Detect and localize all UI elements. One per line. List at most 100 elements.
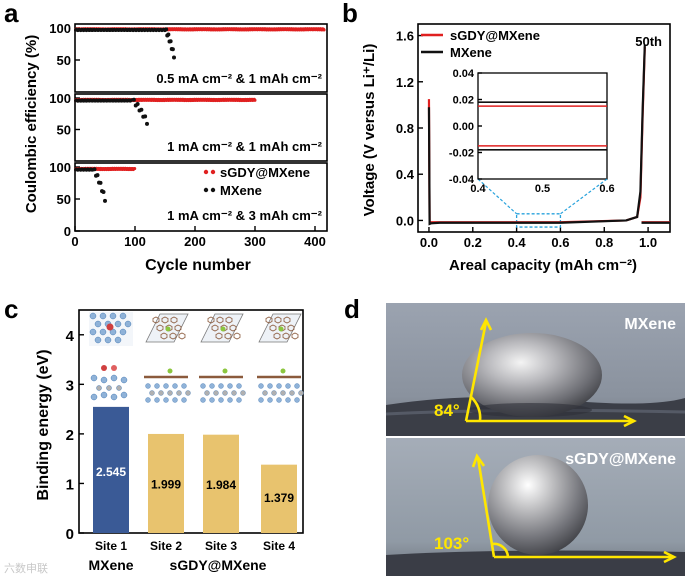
mxene-atom: [289, 390, 295, 396]
panel-letter-b: b: [342, 0, 358, 28]
x-tick-label: 0: [71, 234, 78, 249]
bar-value-label: 1.999: [151, 477, 181, 491]
panel-a-condition-2: 1 mA cm⁻² & 1 mAh cm⁻²: [167, 139, 323, 154]
mxene-atom: [154, 383, 160, 389]
legend-marker-sgdy: [210, 169, 216, 175]
panel-a-condition-3: 1 mA cm⁻² & 3 mAh cm⁻²: [167, 208, 323, 223]
structure-sgdy-site: [199, 313, 246, 403]
legend-label-mxene: MXene: [450, 45, 492, 60]
mxene-atom: [258, 397, 264, 403]
point-mxene: [166, 32, 171, 37]
x-tick-label: 0.6: [551, 235, 569, 250]
hexagon: [160, 332, 168, 340]
inset-y-tick-label: -0.02: [449, 148, 474, 160]
x-tick-label: 0.8: [595, 235, 613, 250]
hexagon: [174, 324, 182, 332]
hexagon: [283, 316, 291, 324]
mxene-atom: [276, 383, 282, 389]
y-tick-label: 100: [49, 21, 71, 36]
mxene-atom: [236, 397, 242, 403]
point-mxene: [98, 180, 103, 185]
inset-x-tick-label: 0.6: [599, 183, 614, 195]
panel-a-ylabel: Coulombic efficiency (%): [23, 35, 40, 213]
hexagon: [169, 332, 177, 340]
point-mxene: [164, 27, 169, 32]
y-tick-label: 1.2: [396, 75, 414, 90]
panel-b-legend: sGDY@MXene MXene: [421, 28, 540, 60]
panel-b-ylabel: Voltage (V versus Li⁺/Li): [361, 44, 378, 217]
mxene-atom: [218, 383, 224, 389]
mxene-atom: [209, 383, 215, 389]
y-tick-label: 1.6: [396, 29, 414, 44]
x-tick-label: Site 4: [263, 539, 295, 553]
point-mxene: [135, 102, 140, 107]
photo-sgdy: 103° sGDY@MXene: [386, 438, 685, 576]
mxene-atom: [271, 390, 277, 396]
mxene-atom: [236, 383, 242, 389]
y-tick-label: 0: [64, 224, 71, 239]
mxene-atom: [172, 397, 178, 403]
x-tick-label: 100: [124, 234, 146, 249]
hexagon: [273, 332, 281, 340]
mxene-atom: [227, 397, 233, 403]
point-mxene: [101, 190, 106, 195]
mxene-atom: [222, 390, 228, 396]
inset-x-tick-label: 0.4: [470, 183, 486, 195]
mxene-atom: [227, 383, 233, 389]
angle-label-sgdy: 103°: [434, 534, 469, 553]
li-atom: [278, 326, 284, 332]
mxene-atom: [163, 383, 169, 389]
mxene-atom: [280, 390, 286, 396]
panel-c-bars: 2.545 1.999 1.984 1.379: [93, 406, 297, 533]
mxene-atom: [218, 397, 224, 403]
x-tick-label: Site 1: [95, 539, 127, 553]
li-atom: [106, 323, 114, 331]
panel-d: d 84° MXene: [344, 294, 685, 576]
subplot-frame-1: [74, 23, 328, 93]
mxene-atom: [231, 390, 237, 396]
mxene-atom: [181, 383, 187, 389]
li-atom: [165, 326, 171, 332]
structure-sgdy-site: [257, 313, 304, 403]
point-sgdy: [322, 28, 326, 32]
mxene-atom: [262, 390, 268, 396]
hexagon: [224, 332, 232, 340]
hexagon: [291, 332, 299, 340]
mxene-atom: [163, 397, 169, 403]
bar-value-label: 2.545: [96, 465, 126, 479]
y-tick-label: 50: [57, 53, 71, 68]
subplot-frame-3: [74, 162, 328, 232]
mxene-atom: [176, 390, 182, 396]
hexagon: [274, 316, 282, 324]
mxene-atom: [267, 397, 273, 403]
plot-frame: [78, 309, 304, 534]
x-tick-label: Site 3: [205, 539, 237, 553]
mxene-atom: [240, 390, 246, 396]
mxene-atom: [285, 397, 291, 403]
mxene-atom: [213, 390, 219, 396]
photo-label-mxene: MXene: [624, 316, 676, 333]
mxene-atom: [145, 383, 151, 389]
panel-a: a 50 100 50 100 0 50 100 0 100 200 300 400 Coulombi…: [4, 0, 328, 274]
panel-a-legend: sGDY@MXene MXene: [203, 165, 310, 198]
mxene-atom: [298, 390, 304, 396]
hexagon: [170, 316, 178, 324]
point-mxene: [139, 107, 144, 112]
hexagon: [211, 324, 219, 332]
mxene-atom: [285, 383, 291, 389]
panel-b: b 0.0 0.2 0.4 0.6 0.8 1.0 0.0 0.4 0.8 1.2 1.6 Volt…: [342, 0, 671, 274]
structure-site-1: [89, 312, 133, 401]
mxene-atom: [204, 390, 210, 396]
hexagon: [216, 316, 224, 324]
x-tick-label: 0.2: [464, 235, 482, 250]
bar-site-3: [203, 434, 239, 533]
point-mxene: [95, 173, 100, 178]
inset-y-tick-label: 0.00: [453, 121, 474, 133]
point-mxene: [131, 97, 136, 102]
hexagon: [229, 324, 237, 332]
panel-a-axes: 50 100 50 100 0 50 100 0 100 200 300 400: [49, 21, 328, 249]
y-tick-label: 50: [57, 123, 71, 138]
y-tick-label: 3: [66, 377, 74, 394]
legend-marker-mxene: [210, 187, 216, 193]
point-mxene: [92, 167, 97, 172]
